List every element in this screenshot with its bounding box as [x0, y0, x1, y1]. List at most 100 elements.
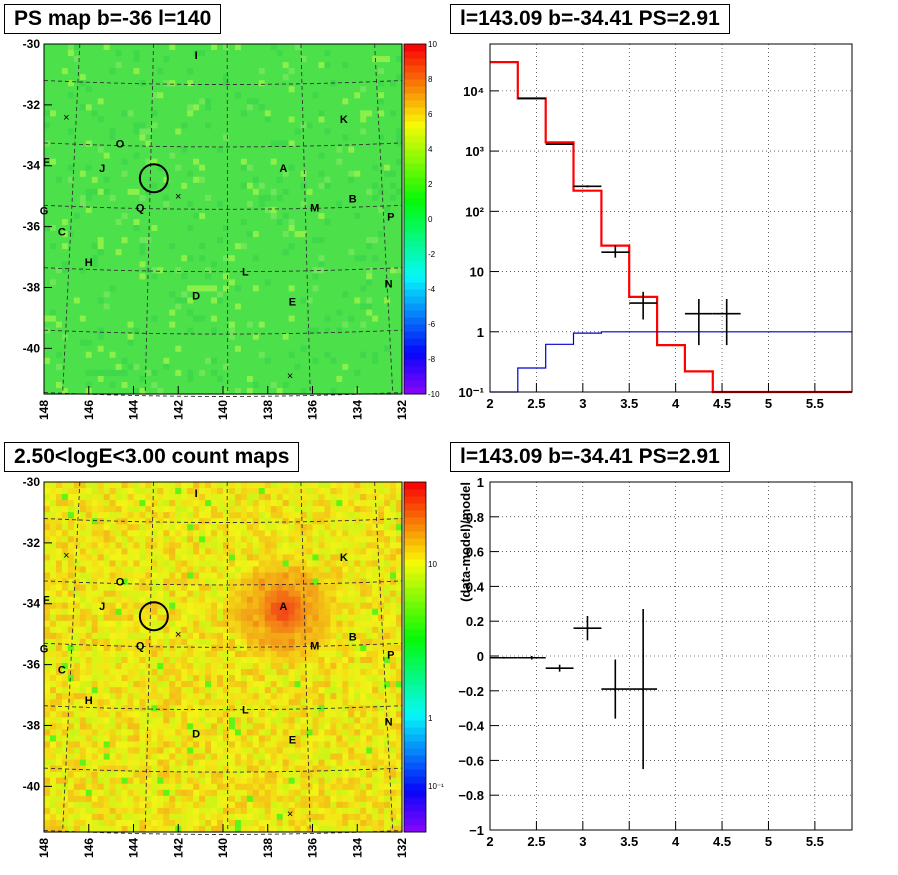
map-pixel	[121, 638, 129, 646]
map-pixel	[85, 285, 93, 293]
map-pixel	[55, 644, 63, 652]
map-pixel	[372, 116, 379, 124]
map-pixel	[330, 212, 337, 220]
x-tick-label: 148	[37, 400, 51, 420]
map-pixel	[157, 152, 164, 160]
map-pixel	[44, 614, 51, 622]
map-pixel	[318, 74, 326, 81]
map-pixel	[336, 50, 343, 57]
map-pixel	[264, 176, 272, 184]
map-pixel	[145, 729, 152, 737]
map-pixel	[79, 795, 87, 803]
map-pixel	[282, 56, 290, 63]
map-pixel	[276, 327, 284, 335]
map-pixel	[264, 44, 272, 51]
map-pixel	[300, 182, 308, 190]
map-pixel	[306, 291, 314, 299]
map-pixel	[151, 333, 158, 341]
map-pixel	[121, 584, 129, 592]
map-pixel	[115, 170, 123, 178]
map-pixel	[145, 699, 152, 706]
map-pixel	[55, 182, 63, 190]
map-pixel	[336, 68, 343, 75]
map-pixel	[115, 86, 123, 93]
map-pixel	[378, 128, 385, 136]
map-pixel	[384, 345, 391, 353]
map-pixel	[396, 273, 403, 280]
map-pixel	[252, 164, 260, 172]
map-pixel	[151, 584, 158, 592]
map-pixel	[109, 584, 117, 592]
map-pixel	[67, 717, 75, 724]
map-pixel	[348, 219, 355, 226]
map-pixel	[175, 608, 182, 616]
source-label: C	[58, 227, 66, 239]
map-pixel	[163, 578, 170, 586]
map-pixel	[175, 80, 182, 87]
map-pixel	[390, 176, 397, 184]
map-pixel	[378, 152, 385, 160]
map-pixel	[246, 219, 254, 226]
map-pixel	[157, 741, 164, 749]
map-pixel	[354, 327, 361, 335]
map-pixel	[109, 164, 117, 172]
map-pixel	[193, 369, 200, 377]
map-pixel	[264, 261, 272, 268]
map-pixel	[205, 327, 212, 335]
map-pixel	[49, 279, 57, 286]
map-pixel	[79, 339, 87, 347]
map-pixel	[175, 584, 182, 592]
map-pixel	[270, 152, 278, 160]
map-pixel	[288, 134, 296, 142]
map-pixel	[312, 267, 320, 274]
map-pixel	[300, 345, 308, 353]
map-pixel	[49, 632, 57, 640]
map-pixel	[163, 128, 170, 136]
map-pixel	[324, 146, 331, 154]
map-pixel	[306, 44, 314, 51]
map-pixel	[193, 134, 200, 142]
map-pixel	[157, 723, 164, 731]
map-pixel	[169, 369, 176, 377]
map-pixel	[67, 303, 75, 311]
map-pixel	[270, 170, 278, 178]
map-pixel	[79, 219, 87, 226]
map-pixel	[145, 110, 152, 118]
map-pixel	[336, 261, 343, 268]
map-pixel	[211, 231, 218, 238]
map-pixel	[199, 243, 206, 250]
map-pixel	[151, 140, 158, 148]
map-pixel	[390, 327, 397, 335]
map-pixel	[223, 152, 230, 160]
map-pixel	[115, 158, 123, 166]
map-pixel	[228, 74, 236, 81]
map-pixel	[85, 231, 93, 238]
map-pixel	[288, 176, 296, 184]
map-pixel	[61, 351, 69, 359]
map-pixel	[133, 261, 141, 268]
map-pixel	[127, 735, 135, 743]
map-pixel	[258, 243, 266, 250]
map-pixel	[252, 219, 260, 226]
map-pixel	[294, 321, 302, 329]
map-pixel	[390, 128, 397, 136]
map-pixel	[44, 200, 51, 208]
map-pixel	[103, 608, 111, 616]
map-pixel	[115, 261, 123, 268]
map-pixel	[288, 369, 296, 377]
map-pixel	[103, 650, 111, 658]
map-pixel	[205, 309, 212, 317]
map-pixel	[169, 291, 176, 299]
map-pixel	[318, 146, 326, 154]
map-pixel	[252, 273, 260, 280]
map-pixel	[258, 369, 266, 377]
map-pixel	[306, 219, 314, 226]
map-pixel	[336, 104, 343, 111]
map-pixel	[61, 741, 69, 749]
map-pixel	[258, 152, 266, 160]
map-pixel	[205, 255, 212, 262]
map-pixel	[163, 68, 170, 75]
map-pixel	[79, 524, 87, 531]
map-pixel	[282, 255, 290, 262]
map-pixel	[169, 333, 176, 341]
